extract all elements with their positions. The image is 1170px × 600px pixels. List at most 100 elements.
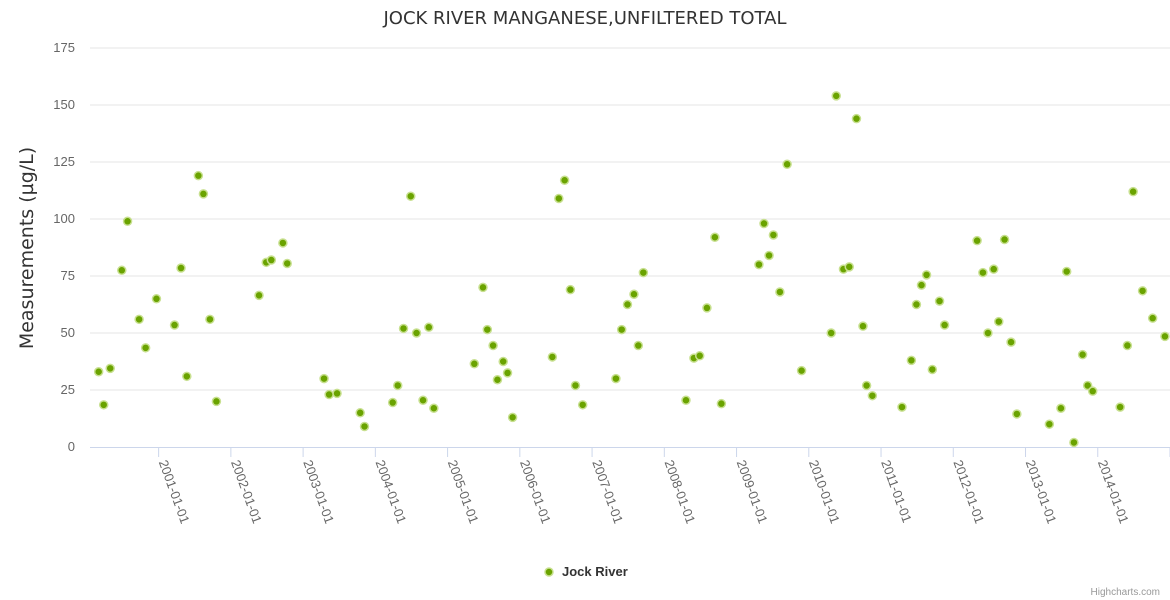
data-point[interactable] [488, 340, 498, 351]
data-point[interactable] [1122, 340, 1133, 351]
data-point[interactable] [359, 421, 370, 432]
data-point[interactable] [831, 91, 841, 101]
data-point[interactable] [616, 324, 627, 335]
data-point[interactable] [1056, 403, 1066, 413]
data-point[interactable] [622, 299, 633, 310]
data-point[interactable] [911, 299, 922, 310]
data-point[interactable] [1128, 186, 1138, 197]
data-point[interactable] [716, 398, 727, 409]
data-point[interactable] [702, 303, 712, 313]
data-point[interactable] [411, 328, 422, 338]
data-point[interactable] [502, 368, 513, 378]
data-point[interactable] [169, 320, 180, 330]
data-point[interactable] [844, 262, 855, 272]
data-point[interactable] [332, 388, 342, 399]
data-point[interactable] [117, 265, 127, 276]
legend-item[interactable]: Jock River [544, 564, 628, 579]
credits-link[interactable]: Highcharts.com [1091, 587, 1160, 598]
data-point[interactable] [934, 296, 945, 306]
data-point[interactable] [927, 364, 938, 375]
data-point[interactable] [151, 294, 162, 304]
data-point[interactable] [387, 397, 398, 408]
data-point[interactable] [134, 314, 144, 325]
data-point[interactable] [498, 356, 508, 367]
data-point[interactable] [193, 170, 204, 181]
data-point[interactable] [1069, 437, 1079, 448]
data-point[interactable] [768, 230, 779, 240]
data-point[interactable] [851, 113, 862, 124]
data-point[interactable] [694, 351, 705, 361]
data-point[interactable] [182, 371, 192, 382]
data-point[interactable] [611, 373, 621, 384]
data-point[interactable] [681, 395, 691, 406]
data-point[interactable] [282, 258, 292, 269]
data-point[interactable] [939, 320, 950, 330]
data-point[interactable] [629, 289, 639, 299]
data-point[interactable] [1147, 313, 1158, 323]
data-point[interactable] [570, 380, 581, 391]
data-point[interactable] [978, 267, 988, 278]
data-point[interactable] [764, 250, 774, 261]
data-point[interactable] [405, 191, 416, 201]
data-point[interactable] [398, 323, 409, 334]
data-point[interactable] [1061, 266, 1072, 277]
data-point[interactable] [826, 328, 836, 338]
data-point[interactable] [122, 216, 133, 227]
data-point[interactable] [547, 352, 558, 362]
data-point[interactable] [633, 340, 644, 351]
data-point[interactable] [775, 287, 785, 297]
data-point[interactable] [140, 343, 151, 353]
data-point[interactable] [867, 390, 878, 401]
data-point[interactable] [983, 328, 993, 338]
data-point[interactable] [1012, 409, 1022, 419]
data-point[interactable] [507, 412, 518, 423]
data-point[interactable] [324, 389, 334, 400]
data-point[interactable] [1087, 386, 1098, 396]
data-point[interactable] [98, 400, 109, 410]
data-point[interactable] [565, 284, 576, 295]
data-point[interactable] [1044, 419, 1055, 429]
data-point[interactable] [355, 408, 365, 418]
data-point[interactable] [205, 314, 215, 325]
data-point[interactable] [176, 263, 186, 273]
data-point[interactable] [782, 159, 792, 170]
data-point[interactable] [906, 355, 917, 366]
data-point[interactable] [478, 282, 488, 293]
data-point[interactable] [469, 359, 480, 369]
data-point[interactable] [638, 267, 649, 278]
data-point[interactable] [1115, 402, 1125, 412]
data-point[interactable] [93, 367, 104, 377]
data-point[interactable] [559, 175, 570, 185]
data-point[interactable] [254, 290, 264, 301]
data-point[interactable] [754, 259, 764, 270]
data-point[interactable] [994, 316, 1004, 327]
data-point[interactable] [796, 365, 807, 376]
data-point[interactable] [482, 324, 493, 335]
data-point[interactable] [921, 270, 932, 280]
data-point[interactable] [554, 193, 564, 204]
data-point[interactable] [492, 374, 503, 385]
data-point[interactable] [916, 280, 927, 290]
data-point[interactable] [429, 403, 439, 413]
data-point[interactable] [897, 402, 907, 412]
data-point[interactable] [211, 396, 222, 407]
data-point[interactable] [424, 322, 434, 333]
data-point[interactable] [759, 218, 769, 229]
data-point[interactable] [198, 189, 209, 199]
data-point[interactable] [319, 373, 329, 384]
data-point[interactable] [266, 255, 277, 265]
data-point[interactable] [999, 234, 1010, 245]
data-point[interactable] [1082, 380, 1093, 391]
data-point[interactable] [972, 235, 982, 246]
data-point[interactable] [858, 321, 868, 331]
data-point[interactable] [861, 380, 872, 391]
data-point[interactable] [1160, 331, 1170, 342]
data-point[interactable] [710, 232, 720, 242]
data-point[interactable] [278, 238, 288, 248]
data-point[interactable] [392, 380, 403, 391]
data-point[interactable] [105, 363, 115, 374]
data-point[interactable] [418, 395, 428, 406]
data-point[interactable] [1006, 337, 1016, 347]
data-point[interactable] [577, 400, 588, 410]
data-point[interactable] [1077, 349, 1088, 360]
